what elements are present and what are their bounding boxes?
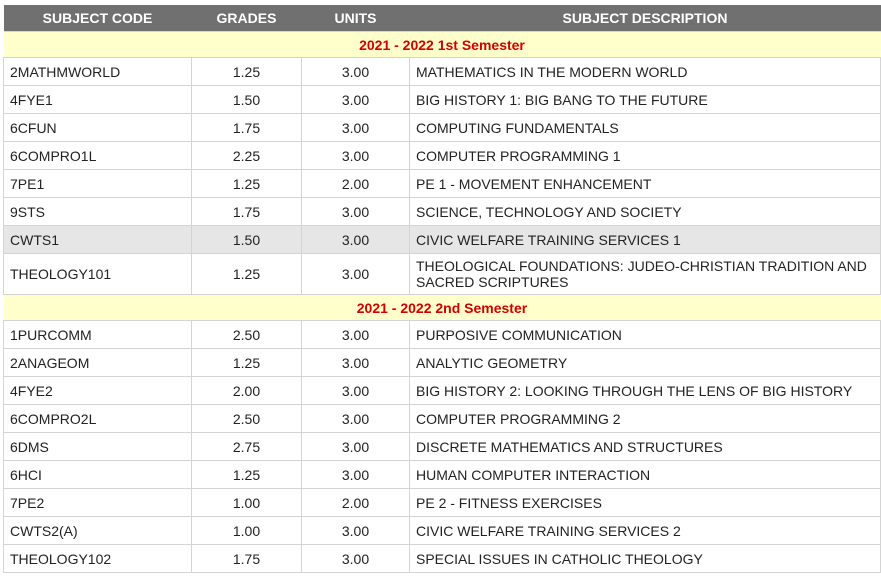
table-row: 6CFUN 1.75 3.00 COMPUTING FUNDAMENTALS (3, 113, 881, 142)
grade-cell: 2.50 (191, 320, 302, 349)
semester-title: 2021 - 2022 2nd Semester (3, 294, 881, 321)
description-cell: HUMAN COMPUTER INTERACTION (409, 460, 881, 489)
description-cell: COMPUTER PROGRAMMING 2 (409, 404, 881, 433)
description-cell: SCIENCE, TECHNOLOGY AND SOCIETY (409, 197, 881, 226)
units-cell: 2.00 (301, 488, 410, 517)
units-cell: 3.00 (301, 113, 410, 142)
description-cell: PE 1 - MOVEMENT ENHANCEMENT (409, 169, 881, 198)
units-cell: 3.00 (301, 432, 410, 461)
grades-table: SUBJECT CODE GRADES UNITS SUBJECT DESCRI… (3, 5, 881, 573)
subject-code-cell: 7PE2 (3, 488, 192, 517)
description-cell: BIG HISTORY 1: BIG BANG TO THE FUTURE (409, 85, 881, 114)
units-cell: 3.00 (301, 544, 410, 573)
grade-cell: 1.75 (191, 197, 302, 226)
table-row: 7PE1 1.25 2.00 PE 1 - MOVEMENT ENHANCEME… (3, 169, 881, 198)
units-cell: 3.00 (301, 320, 410, 349)
table-row: 9STS 1.75 3.00 SCIENCE, TECHNOLOGY AND S… (3, 197, 881, 226)
description-cell: CIVIC WELFARE TRAINING SERVICES 1 (409, 225, 881, 254)
grade-cell: 1.50 (191, 85, 302, 114)
description-cell: ANALYTIC GEOMETRY (409, 348, 881, 377)
grade-cell: 1.50 (191, 225, 302, 254)
subject-code-cell: 1PURCOMM (3, 320, 192, 349)
description-cell: COMPUTING FUNDAMENTALS (409, 113, 881, 142)
semester-title: 2021 - 2022 1st Semester (3, 31, 881, 58)
units-cell: 3.00 (301, 253, 410, 295)
table-row: 1PURCOMM 2.50 3.00 PURPOSIVE COMMUNICATI… (3, 320, 881, 349)
units-cell: 2.00 (301, 169, 410, 198)
subject-code-cell: THEOLOGY102 (3, 544, 192, 573)
semester-header-row: 2021 - 2022 2nd Semester (3, 294, 881, 321)
grade-cell: 1.25 (191, 169, 302, 198)
description-cell: PURPOSIVE COMMUNICATION (409, 320, 881, 349)
table-row-highlighted: CWTS1 1.50 3.00 CIVIC WELFARE TRAINING S… (3, 225, 881, 254)
subject-code-cell: 2MATHMWORLD (3, 57, 192, 86)
units-cell: 3.00 (301, 225, 410, 254)
grade-cell: 1.25 (191, 460, 302, 489)
table-row: 2MATHMWORLD 1.25 3.00 MATHEMATICS IN THE… (3, 57, 881, 86)
subject-code-cell: 2ANAGEOM (3, 348, 192, 377)
table-row: THEOLOGY102 1.75 3.00 SPECIAL ISSUES IN … (3, 544, 881, 573)
subject-code-cell: 4FYE1 (3, 85, 192, 114)
grade-cell: 1.25 (191, 253, 302, 295)
subject-code-cell: 4FYE2 (3, 376, 192, 405)
table-row: 6HCI 1.25 3.00 HUMAN COMPUTER INTERACTIO… (3, 460, 881, 489)
subject-code-cell: 6DMS (3, 432, 192, 461)
subject-code-cell: CWTS1 (3, 225, 192, 254)
header-units: UNITS (301, 5, 410, 32)
subject-code-cell: 6COMPRO2L (3, 404, 192, 433)
grade-cell: 2.25 (191, 141, 302, 170)
table-row: 6COMPRO2L 2.50 3.00 COMPUTER PROGRAMMING… (3, 404, 881, 433)
grade-cell: 1.75 (191, 113, 302, 142)
units-cell: 3.00 (301, 197, 410, 226)
table-row: 6DMS 2.75 3.00 DISCRETE MATHEMATICS AND … (3, 432, 881, 461)
description-cell: THEOLOGICAL FOUNDATIONS: JUDEO-CHRISTIAN… (409, 253, 881, 295)
subject-code-cell: 6COMPRO1L (3, 141, 192, 170)
grade-cell: 1.25 (191, 348, 302, 377)
header-subject-description: SUBJECT DESCRIPTION (409, 5, 881, 32)
table-header-row: SUBJECT CODE GRADES UNITS SUBJECT DESCRI… (3, 5, 881, 32)
units-cell: 3.00 (301, 460, 410, 489)
grade-cell: 1.00 (191, 488, 302, 517)
header-grades: GRADES (191, 5, 302, 32)
table-row: 7PE2 1.00 2.00 PE 2 - FITNESS EXERCISES (3, 488, 881, 517)
units-cell: 3.00 (301, 404, 410, 433)
units-cell: 3.00 (301, 57, 410, 86)
grade-cell: 2.50 (191, 404, 302, 433)
table-row: 4FYE1 1.50 3.00 BIG HISTORY 1: BIG BANG … (3, 85, 881, 114)
subject-code-cell: 6HCI (3, 460, 192, 489)
table-row: CWTS2(A) 1.00 3.00 CIVIC WELFARE TRAININ… (3, 516, 881, 545)
table-row: 6COMPRO1L 2.25 3.00 COMPUTER PROGRAMMING… (3, 141, 881, 170)
units-cell: 3.00 (301, 516, 410, 545)
semester-header-row: 2021 - 2022 1st Semester (3, 31, 881, 58)
description-cell: BIG HISTORY 2: LOOKING THROUGH THE LENS … (409, 376, 881, 405)
subject-code-cell: THEOLOGY101 (3, 253, 192, 295)
description-cell: SPECIAL ISSUES IN CATHOLIC THEOLOGY (409, 544, 881, 573)
units-cell: 3.00 (301, 85, 410, 114)
description-cell: PE 2 - FITNESS EXERCISES (409, 488, 881, 517)
description-cell: DISCRETE MATHEMATICS AND STRUCTURES (409, 432, 881, 461)
table-row: 4FYE2 2.00 3.00 BIG HISTORY 2: LOOKING T… (3, 376, 881, 405)
table-body: 2021 - 2022 1st Semester 2MATHMWORLD 1.2… (3, 31, 881, 573)
table-row: 2ANAGEOM 1.25 3.00 ANALYTIC GEOMETRY (3, 348, 881, 377)
units-cell: 3.00 (301, 348, 410, 377)
table-row: THEOLOGY101 1.25 3.00 THEOLOGICAL FOUNDA… (3, 253, 881, 295)
grade-cell: 2.00 (191, 376, 302, 405)
description-cell: COMPUTER PROGRAMMING 1 (409, 141, 881, 170)
grade-cell: 2.75 (191, 432, 302, 461)
subject-code-cell: 9STS (3, 197, 192, 226)
grade-cell: 1.25 (191, 57, 302, 86)
units-cell: 3.00 (301, 141, 410, 170)
description-cell: MATHEMATICS IN THE MODERN WORLD (409, 57, 881, 86)
grade-cell: 1.75 (191, 544, 302, 573)
description-cell: CIVIC WELFARE TRAINING SERVICES 2 (409, 516, 881, 545)
grade-cell: 1.00 (191, 516, 302, 545)
subject-code-cell: CWTS2(A) (3, 516, 192, 545)
subject-code-cell: 7PE1 (3, 169, 192, 198)
units-cell: 3.00 (301, 376, 410, 405)
header-subject-code: SUBJECT CODE (3, 5, 192, 32)
subject-code-cell: 6CFUN (3, 113, 192, 142)
